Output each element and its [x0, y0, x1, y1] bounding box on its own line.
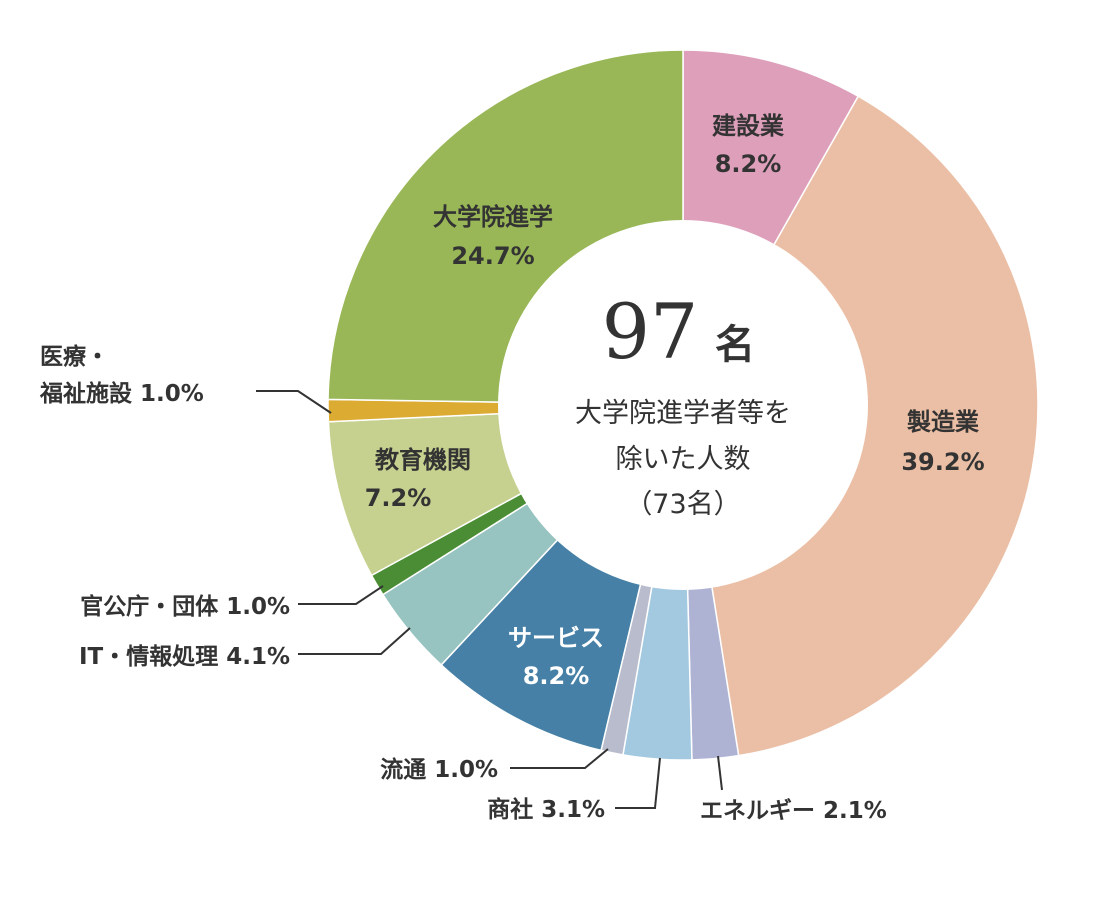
- leader-line-it: [298, 627, 411, 655]
- leader-lines: [256, 390, 723, 809]
- center-caption-line-1: 大学院進学者等を: [575, 398, 791, 429]
- label-kyoiku-value: 7.2%: [365, 484, 432, 512]
- leader-line-shosha: [615, 757, 661, 809]
- label-kankocho: 官公庁・団体 1.0%: [80, 593, 290, 620]
- label-seizo-value: 39.2%: [901, 448, 984, 476]
- label-energy: エネルギー 2.1%: [700, 798, 887, 824]
- label-daigakuin-name: 大学院進学: [433, 203, 553, 231]
- leader-line-energy: [717, 755, 723, 791]
- center-total-number: 97: [602, 287, 699, 376]
- leader-line-ryutsu: [510, 748, 609, 769]
- label-it: IT・情報処理 4.1%: [79, 643, 290, 670]
- center-caption-line-3: （73名）: [625, 489, 740, 520]
- label-iryo-line-2: 福祉施設 1.0%: [39, 380, 204, 407]
- center-caption-line-2: 除いた人数: [616, 444, 751, 475]
- label-kyoiku-name: 教育機関: [375, 446, 471, 474]
- label-ryutsu: 流通 1.0%: [380, 756, 498, 783]
- label-service-name: サービス: [508, 624, 604, 652]
- label-iryo-line-1: 医療・: [40, 343, 109, 370]
- label-kensetsu-value: 8.2%: [715, 150, 782, 178]
- leader-line-kankocho: [298, 585, 384, 605]
- center-total-unit: 名: [715, 322, 755, 368]
- label-seizo-name: 製造業: [907, 408, 979, 436]
- label-service-value: 8.2%: [523, 662, 590, 690]
- label-daigakuin-value: 24.7%: [451, 242, 534, 270]
- donut-hole: [498, 220, 868, 590]
- leader-line-iryo: [256, 390, 332, 414]
- label-kensetsu-name: 建設業: [712, 112, 784, 140]
- label-shosha: 商社 3.1%: [487, 796, 605, 823]
